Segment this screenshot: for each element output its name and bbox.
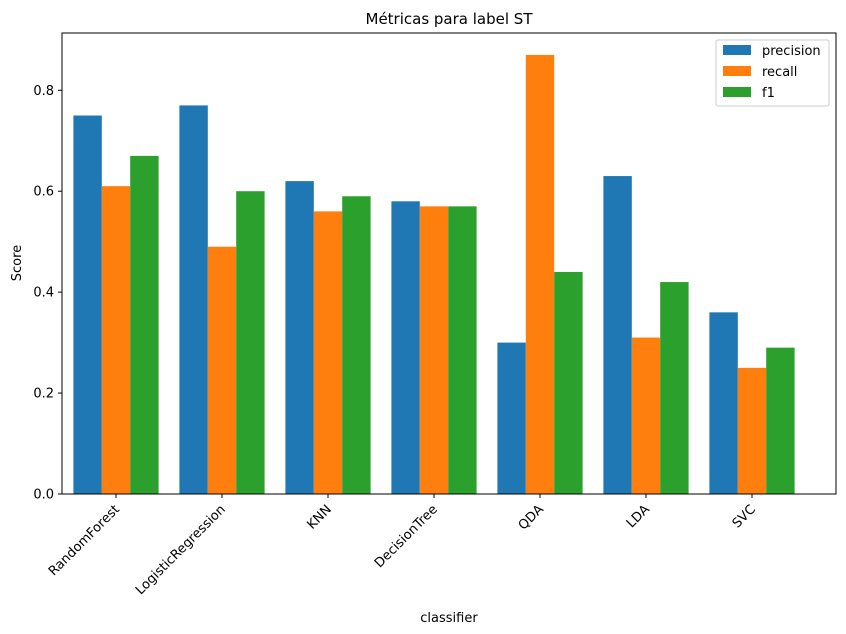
plot-frame: [61, 32, 837, 495]
bar-precision-logisticregression: [179, 105, 208, 495]
x-tick-label: QDA: [516, 502, 547, 533]
legend-swatch-precision: [723, 45, 751, 55]
bar-f1-randomforest: [130, 155, 159, 494]
bars-layer: [73, 54, 795, 495]
chart-title: Métricas para label ST: [366, 10, 534, 28]
bar-precision-randomforest: [73, 115, 102, 494]
bar-precision-svc: [709, 312, 738, 494]
bar-recall-logisticregression: [207, 246, 237, 494]
y-tick-label: 0.8: [33, 84, 54, 99]
bar-f1-decisiontree: [448, 206, 477, 494]
bar-precision-knn: [285, 181, 314, 494]
legend-swatch-recall: [723, 66, 751, 76]
y-axis-label: Score: [10, 245, 25, 281]
bar-f1-qda: [554, 271, 583, 494]
bar-recall-decisiontree: [419, 206, 449, 494]
bar-recall-randomforest: [101, 186, 131, 494]
bar-recall-knn: [313, 211, 343, 494]
bar-f1-knn: [342, 196, 371, 494]
y-tick-label: 0.2: [33, 387, 54, 402]
legend-swatch-f1: [723, 87, 751, 97]
y-tick-label: 0.4: [33, 286, 54, 301]
x-tick-label: KNN: [304, 502, 334, 532]
bar-f1-svc: [766, 347, 795, 494]
y-tick-label: 0.0: [33, 488, 54, 503]
y-axis: 0.0 0.2 0.4 0.6 0.8: [33, 84, 62, 503]
x-tick-label: LDA: [624, 502, 653, 531]
y-tick-label: 0.6: [33, 185, 54, 200]
bar-f1-logisticregression: [236, 191, 265, 494]
bar-recall-qda: [525, 54, 555, 494]
legend-label-f1: f1: [762, 86, 775, 101]
bar-precision-decisiontree: [391, 201, 420, 495]
legend-label-recall: recall: [762, 65, 797, 80]
bar-f1-lda: [660, 282, 689, 494]
legend: precision recall f1: [715, 39, 830, 107]
x-tick-label: RandomForest: [46, 502, 123, 579]
x-tick-label: SVC: [730, 502, 759, 531]
bar-precision-lda: [603, 176, 632, 494]
bar-recall-lda: [631, 337, 661, 494]
x-axis-label: classifier: [420, 611, 478, 626]
x-tick-label: LogisticRegression: [133, 502, 229, 598]
bar-precision-qda: [497, 342, 526, 494]
bar-recall-svc: [737, 367, 767, 494]
x-axis: RandomForest LogisticRegression KNN Decisio…: [46, 494, 759, 598]
x-tick-label: DecisionTree: [372, 502, 441, 571]
legend-label-precision: precision: [762, 44, 821, 59]
